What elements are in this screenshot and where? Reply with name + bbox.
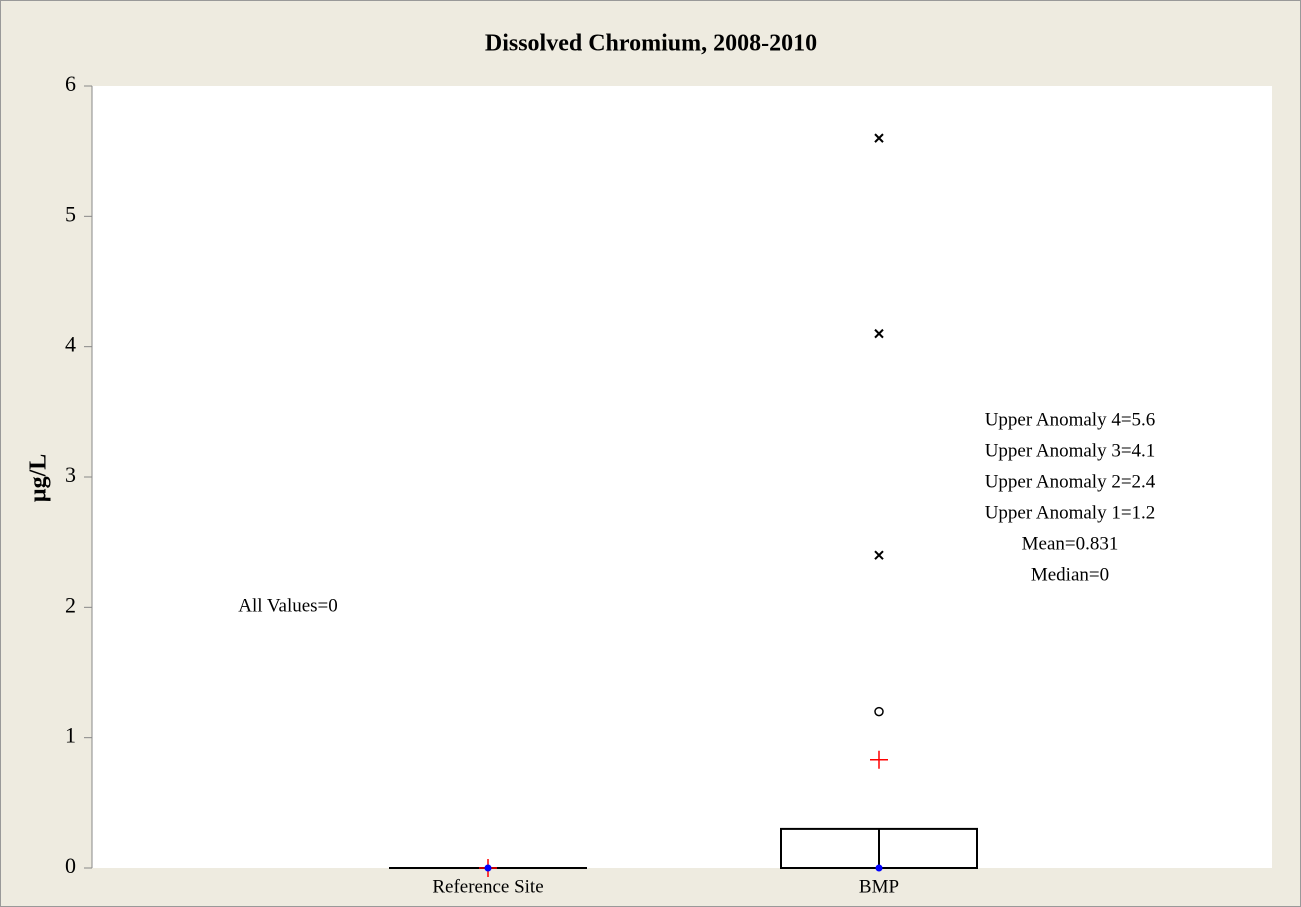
x-tick-label: Reference Site [432,876,543,897]
annotation: All Values=0 [238,595,338,616]
y-tick-label: 4 [65,332,76,357]
annotation: Upper Anomaly 4=5.6 [985,409,1156,430]
chart-title: Dissolved Chromium, 2008-2010 [485,31,817,57]
y-tick-label: 0 [65,853,76,878]
annotation: Upper Anomaly 2=2.4 [985,471,1156,492]
outlier [874,550,884,560]
outlier [874,133,884,143]
annotation: Mean=0.831 [1022,533,1119,554]
y-axis-label: µg/L [26,454,52,503]
y-tick-label: 1 [65,723,76,748]
y-tick-label: 6 [65,71,76,96]
outlier [874,328,884,339]
mean-marker [870,750,888,769]
annotation: Upper Anomaly 1=1.2 [985,502,1156,523]
median-marker [484,864,492,872]
x-tick-label: BMP [859,876,899,897]
annotation: Upper Anomaly 3=4.1 [985,440,1156,461]
annotation: Median=0 [1031,564,1109,585]
median-marker [875,864,883,872]
outlier [874,706,884,717]
y-tick-label: 5 [65,201,76,226]
plot-area [92,86,1272,868]
y-tick-label: 2 [65,592,76,617]
y-tick-label: 3 [65,462,76,487]
